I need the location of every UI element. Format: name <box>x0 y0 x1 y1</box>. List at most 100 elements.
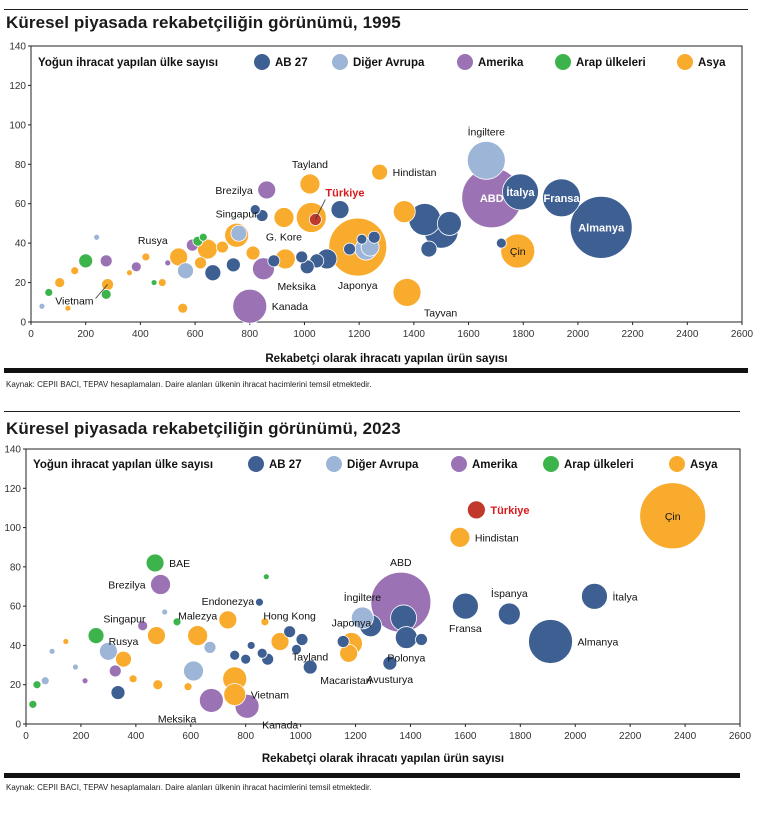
x-tick-label: 2400 <box>674 731 697 742</box>
bubble-x46 <box>98 641 118 661</box>
bubble-x19 <box>54 277 66 288</box>
chart-panel-2023: Küresel piyasada rekabetçiliğin görünümü… <box>0 400 760 814</box>
bubble-hindistan <box>449 526 471 548</box>
bubble-x57 <box>48 647 56 655</box>
legend-swatch-amerika <box>457 54 473 70</box>
top-rule <box>4 411 740 412</box>
point-label: Endonezya <box>202 596 255 608</box>
x-tick-label: 1200 <box>344 731 367 742</box>
bubble-x40 <box>246 641 256 650</box>
bubble-bae <box>145 553 165 573</box>
bubble-brezilya <box>257 180 277 200</box>
point-label: ABD <box>390 557 412 569</box>
legend-label: Diğer Avrupa <box>353 57 425 69</box>
y-tick-label: 100 <box>4 523 21 534</box>
point-label: BAE <box>169 558 190 570</box>
bubble-x53 <box>172 617 182 627</box>
point-label: Almanya <box>578 637 619 649</box>
bubble-x48 <box>110 685 126 700</box>
chart-title: Küresel piyasada rekabetçiliğin görünümü… <box>6 419 401 438</box>
bubble-ab-a <box>330 200 350 220</box>
legend-label: Amerika <box>478 57 524 69</box>
y-tick-label: 80 <box>10 562 22 573</box>
x-tick-label: 2600 <box>729 731 752 742</box>
label-leader-line <box>315 199 326 220</box>
point-label: Avusturya <box>367 674 414 686</box>
bubble-ab-e <box>356 233 368 245</box>
legend-label: AB 27 <box>269 459 302 471</box>
bubble-türkiye <box>466 500 486 520</box>
bubble-x42 <box>255 597 264 607</box>
legend-swatch-asya <box>669 456 685 472</box>
bubble-x35 <box>291 643 302 655</box>
bubble-x14 <box>198 232 208 242</box>
y-tick-label: 120 <box>9 81 26 92</box>
bubble-singapur <box>147 626 166 646</box>
point-label: Fransa <box>449 623 482 635</box>
bubble-x21 <box>130 261 142 273</box>
point-label: Kanada <box>272 301 308 313</box>
bubble-x23 <box>157 278 167 287</box>
bubble-x3 <box>295 250 309 264</box>
legend-label: Asya <box>690 459 718 471</box>
bubble-x1 <box>249 204 261 216</box>
y-tick-label: 140 <box>4 445 21 456</box>
legend-label: Arap ülkeleri <box>564 459 634 471</box>
x-tick-label: 1800 <box>512 329 535 340</box>
bubble-x50 <box>137 620 149 632</box>
y-tick-label: 100 <box>9 120 26 131</box>
x-tick-label: 1200 <box>348 329 371 340</box>
x-tick-label: 2200 <box>621 329 644 340</box>
x-tick-label: 2000 <box>564 731 587 742</box>
point-label: İngiltere <box>468 125 506 138</box>
x-tick-label: 1000 <box>289 731 312 742</box>
y-axis-label: Yoğun ihracat yapılan ülke sayısı <box>33 459 213 471</box>
bubble-kanada <box>232 288 268 324</box>
x-tick-label: 1600 <box>457 329 480 340</box>
bubble-x55 <box>128 674 138 684</box>
bubble-x31 <box>415 633 428 646</box>
bubble-i-talya <box>581 582 608 610</box>
x-tick-label: 1000 <box>293 329 316 340</box>
x-tick-label: 1400 <box>403 329 426 340</box>
x-axis-label: Rekabetçi olarak ihracatı yapılan ürün s… <box>262 753 504 765</box>
x-tick-label: 800 <box>237 731 254 742</box>
y-tick-label: 0 <box>15 720 21 731</box>
bubble-x20 <box>44 288 54 297</box>
x-tick-label: 1400 <box>399 731 422 742</box>
point-label: Brezilya <box>215 185 253 197</box>
y-tick-label: 20 <box>10 680 22 691</box>
x-tick-label: 1600 <box>454 731 477 742</box>
legend-label: AB 27 <box>275 57 308 69</box>
legend-label: Asya <box>698 57 726 69</box>
point-label: Almanya <box>578 222 625 234</box>
x-tick-label: 0 <box>28 329 34 340</box>
bubble-x16 <box>78 253 94 269</box>
bottom-rule <box>4 773 740 778</box>
point-label: Tayland <box>292 159 328 171</box>
bubble-x6 <box>225 257 241 273</box>
bubble-malezya <box>267 254 281 268</box>
bubble-x24 <box>70 266 80 276</box>
y-tick-label: 120 <box>4 484 21 495</box>
bubble-x37 <box>256 647 268 659</box>
point-label: Rusya <box>138 235 168 247</box>
bubble-x18 <box>100 288 112 300</box>
bubble-x27 <box>164 259 172 267</box>
bottom-rule <box>4 368 748 373</box>
legend-swatch-asya <box>677 54 693 70</box>
bubble-x56 <box>81 677 89 685</box>
bubble-çin <box>500 233 536 269</box>
y-tick-label: 40 <box>15 239 27 250</box>
bubble-endonezya <box>218 610 238 630</box>
bubble-avusturya <box>382 655 398 671</box>
x-tick-label: 2400 <box>676 329 699 340</box>
bubble-i-ngiltere <box>466 140 506 180</box>
legend-swatch-digeravrupa <box>326 456 342 472</box>
x-tick-label: 200 <box>73 731 90 742</box>
bubble-i-talya <box>502 173 539 211</box>
point-label: Tayland <box>292 652 328 664</box>
bubble-x5 <box>495 237 507 249</box>
bubble-i-spanya <box>436 211 462 236</box>
